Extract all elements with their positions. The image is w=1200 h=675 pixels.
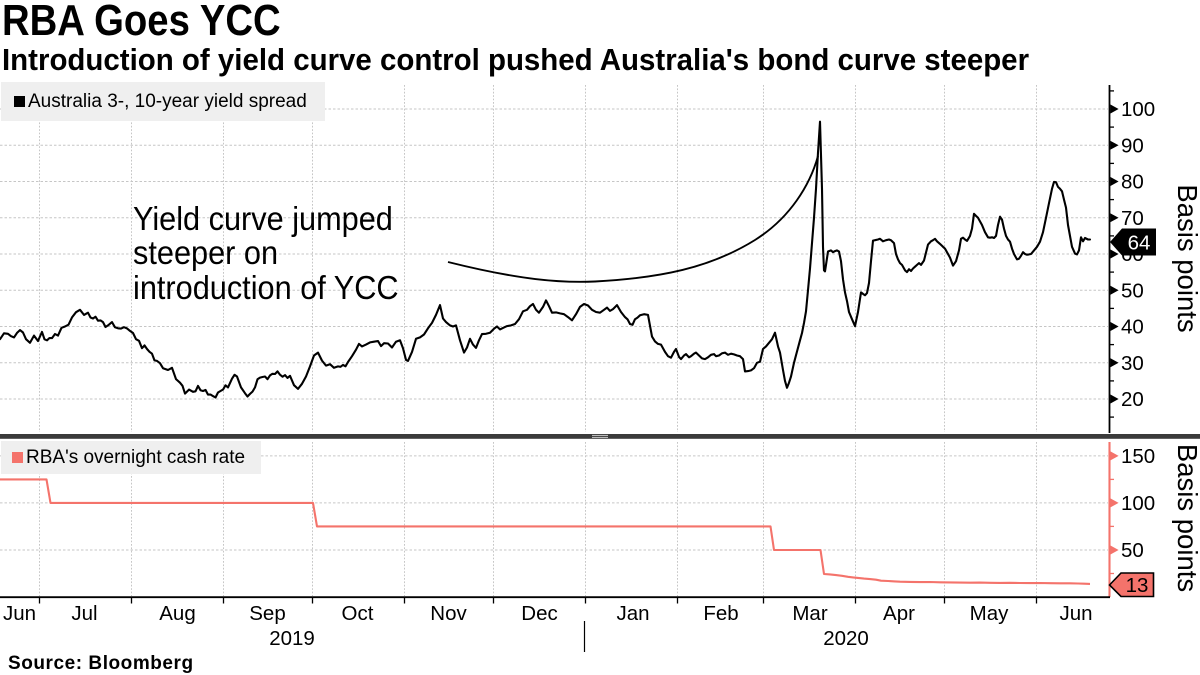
- svg-text:100: 100: [1121, 492, 1155, 515]
- svg-text:150: 150: [1121, 445, 1155, 468]
- svg-text:40: 40: [1121, 316, 1144, 339]
- svg-text:Sep: Sep: [249, 602, 285, 625]
- svg-text:Oct: Oct: [342, 602, 374, 625]
- svg-text:Jun: Jun: [1059, 602, 1092, 625]
- svg-text:Apr: Apr: [883, 602, 915, 625]
- svg-text:13: 13: [1126, 574, 1149, 597]
- svg-text:90: 90: [1121, 134, 1144, 157]
- svg-text:Basis points: Basis points: [1172, 444, 1200, 592]
- svg-text:2020: 2020: [823, 627, 869, 650]
- svg-text:2019: 2019: [269, 627, 315, 650]
- svg-text:Jul: Jul: [71, 602, 97, 625]
- svg-text:70: 70: [1121, 207, 1144, 230]
- svg-text:Nov: Nov: [430, 602, 467, 625]
- svg-text:Feb: Feb: [703, 602, 738, 625]
- svg-text:64: 64: [1128, 232, 1151, 255]
- svg-text:50: 50: [1121, 539, 1144, 562]
- svg-text:Jun: Jun: [3, 602, 36, 625]
- svg-text:30: 30: [1121, 352, 1144, 375]
- svg-text:Basis points: Basis points: [1172, 184, 1200, 332]
- svg-text:Jan: Jan: [616, 602, 649, 625]
- svg-text:20: 20: [1121, 388, 1144, 411]
- svg-text:Mar: Mar: [792, 602, 827, 625]
- svg-text:May: May: [970, 602, 1009, 625]
- svg-text:100: 100: [1121, 98, 1155, 121]
- svg-text:50: 50: [1121, 279, 1144, 302]
- svg-text:Aug: Aug: [159, 602, 195, 625]
- svg-text:80: 80: [1121, 171, 1144, 194]
- svg-text:Dec: Dec: [521, 602, 557, 625]
